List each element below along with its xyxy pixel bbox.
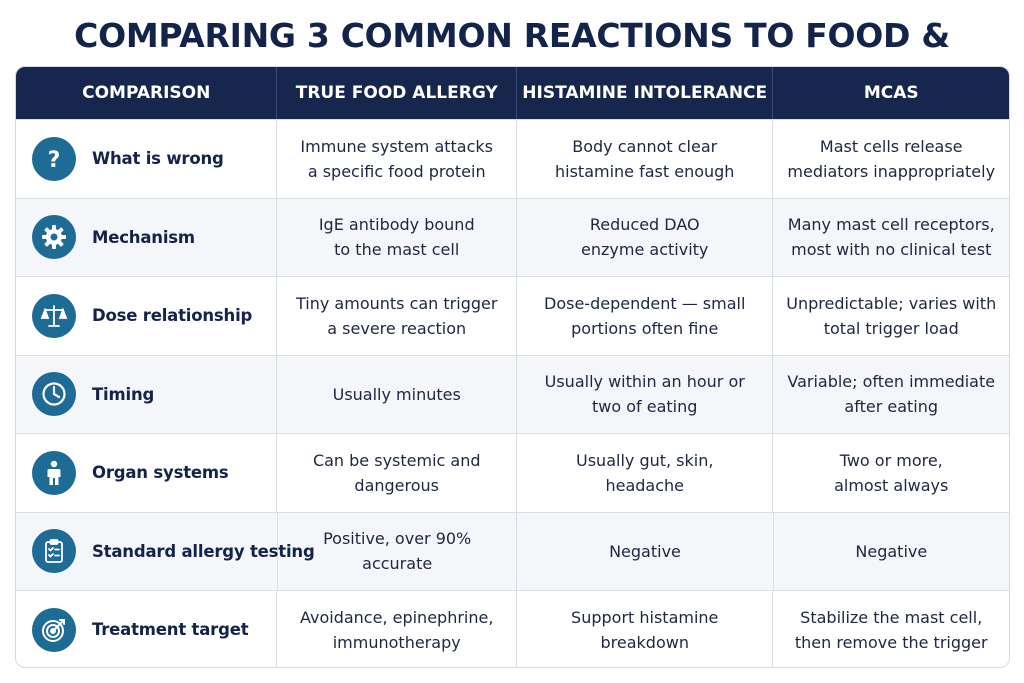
row-label-cell: Dose relationship (16, 277, 278, 355)
table-row: Dose relationship Tiny amounts can trigg… (16, 276, 1009, 355)
comparison-table: COMPARISON TRUE FOOD ALLERGY HISTAMINE I… (15, 66, 1010, 668)
table-body: ? What is wrong Immune system attacks a … (16, 119, 1009, 667)
header-histamine-intolerance: HISTAMINE INTOLERANCE (517, 67, 774, 119)
mcas-cell: Two or more, almost always (834, 450, 949, 495)
person-icon (32, 450, 76, 495)
row-label: Timing (92, 384, 155, 404)
mcas-cell: Unpredictable; varies with total trigger… (786, 293, 997, 338)
header-true-food-allergy: TRUE FOOD ALLERGY (277, 67, 517, 119)
header-mcas: MCAS (863, 83, 919, 103)
allergy-cell: Positive, over 90% accurate (278, 512, 518, 590)
mcas-cell: Many mast cell receptors, most with no c… (787, 215, 995, 260)
mcas-cell: Mast cells release mediators inappropria… (787, 136, 996, 181)
row-label-cell: Organ systems (16, 434, 278, 512)
table-row: Timing Usually minutes Usually within an… (16, 354, 1009, 433)
table-row: Mechanism IgE antibody bound to the mast… (16, 197, 1009, 276)
clock-icon (32, 372, 76, 417)
row-label-cell: Mechanism (16, 198, 278, 276)
mcas-cell: Variable; often immediate after eating (787, 372, 996, 417)
allergy-cell: Can be systemic and dangerous (277, 434, 517, 512)
row-label-cell: Timing (16, 355, 278, 433)
histamine-cell: Usually gut, skin, headache (517, 434, 774, 512)
row-label-cell: ? What is wrong (16, 120, 278, 198)
mcas-cell: Stabilize the mast cell, then remove the… (794, 607, 988, 652)
table-row: Treatment target Avoidance, epinephrine,… (16, 590, 1009, 667)
histamine-cell: Dose-dependent — small portions often fi… (517, 277, 774, 355)
svg-text:?: ? (48, 148, 61, 173)
table-row: Standard allergy testing Positive, over … (16, 511, 1009, 590)
allergy-cell: Usually minutes (277, 355, 517, 433)
row-label: Dose relationship (92, 306, 253, 326)
row-label: Mechanism (92, 227, 195, 247)
header-comparison: COMPARISON (16, 67, 278, 119)
table-header-row: COMPARISON TRUE FOOD ALLERGY HISTAMINE I… (16, 67, 1009, 119)
row-label: Organ systems (92, 463, 229, 483)
table-row: ? What is wrong Immune system attacks a … (16, 119, 1009, 198)
page-title: COMPARING 3 COMMON REACTIONS TO FOOD & T… (74, 16, 950, 107)
row-label: What is wrong (92, 149, 224, 169)
histamine-cell: Reduced DAO enzyme activity (517, 198, 774, 276)
histamine-cell: Negative (517, 512, 774, 590)
histamine-cell: Body cannot clear histamine fast enough (517, 120, 774, 198)
row-label-cell: Standard allergy testing (16, 512, 315, 590)
table-row: Organ systems Can be systemic and danger… (16, 433, 1009, 512)
row-label: Treatment target (92, 620, 249, 640)
mcas-cell: Negative (855, 541, 928, 561)
target-icon (32, 607, 76, 652)
histamine-cell: Support histamine breakdown (517, 591, 774, 667)
gear-icon (32, 215, 76, 260)
row-label: Standard allergy testing (92, 541, 315, 561)
clipboard-icon (32, 529, 76, 574)
allergy-cell: Tiny amounts can trigger a severe reacti… (277, 277, 517, 355)
row-label-cell: Treatment target (16, 591, 278, 667)
question-icon: ? (32, 136, 76, 181)
allergy-cell: Avoidance, epinephrine, immunotherapy (277, 591, 517, 667)
allergy-cell: IgE antibody bound to the mast cell (277, 198, 517, 276)
allergy-cell: Immune system attacks a specific food pr… (277, 120, 517, 198)
scale-icon (32, 293, 76, 338)
histamine-cell: Usually within an hour or two of eating (517, 355, 774, 433)
